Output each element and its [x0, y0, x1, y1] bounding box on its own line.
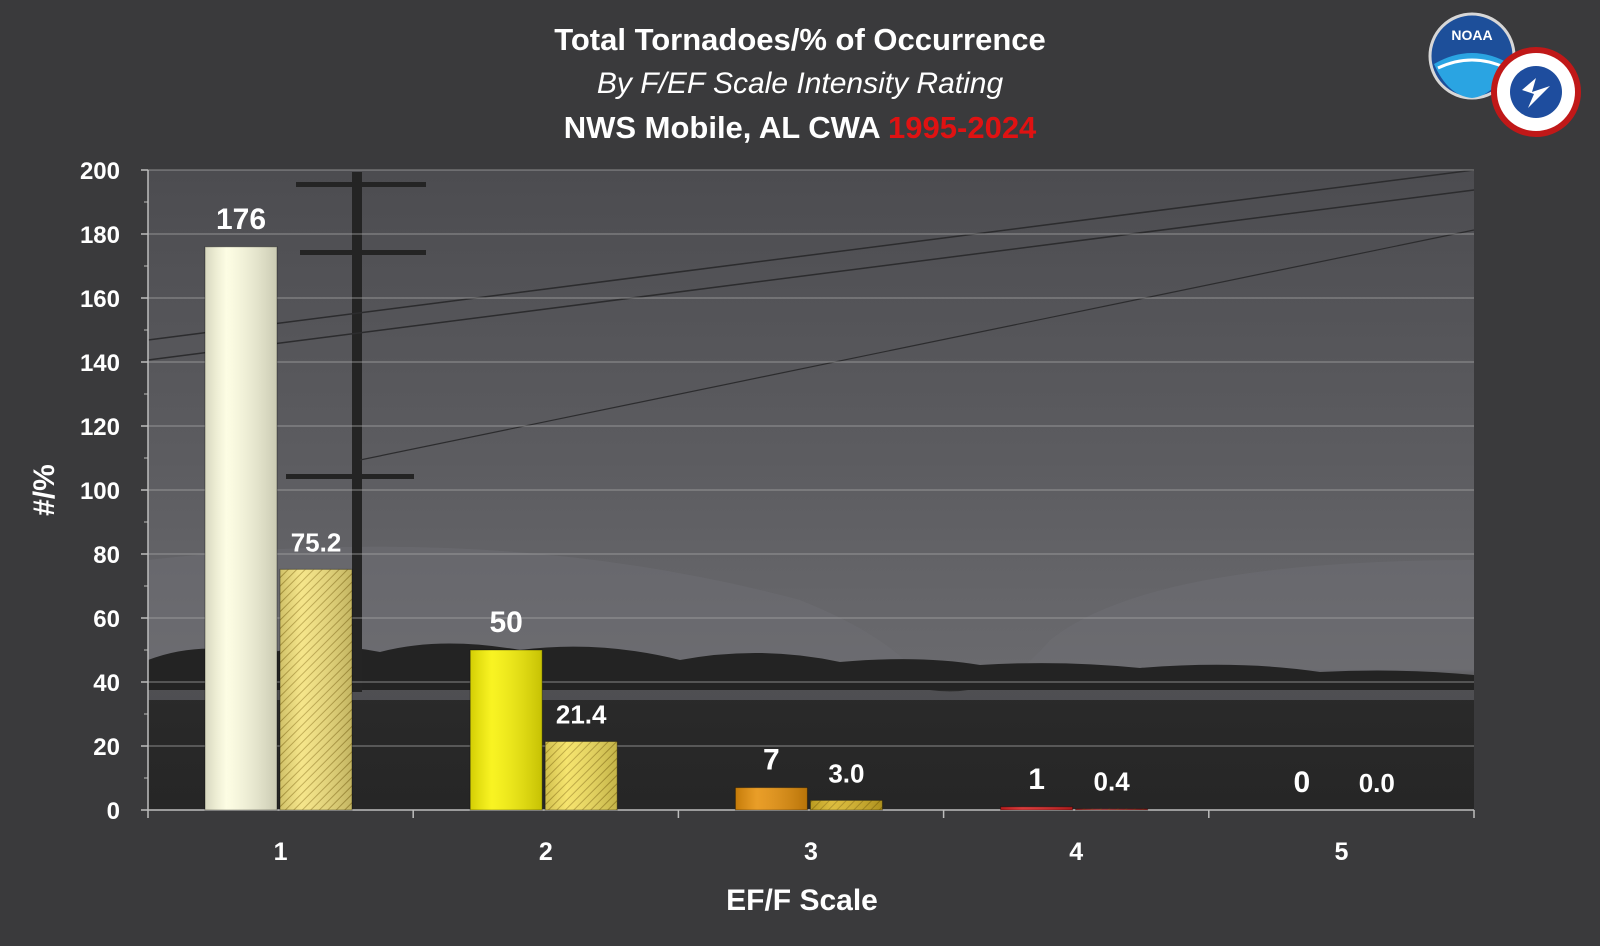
- bar-shading: [205, 246, 277, 811]
- bar-shading: [1000, 806, 1073, 810]
- nws-icon: [1491, 47, 1581, 137]
- y-tick-label: 160: [80, 286, 120, 313]
- power-line: [147, 169, 1475, 341]
- data-label: 21.4: [556, 700, 607, 730]
- utility-pole: [352, 172, 362, 692]
- x-tick-label: 4: [1069, 838, 1083, 866]
- y-tick-label: 120: [80, 414, 120, 441]
- data-label: 0: [1293, 766, 1310, 799]
- data-label: 0.0: [1359, 768, 1395, 798]
- data-label: 50: [490, 606, 523, 639]
- chart-title-block: Total Tornadoes/% of Occurrence By F/EF …: [0, 18, 1600, 150]
- bar-shading: [810, 800, 883, 810]
- y-tick-label: 100: [80, 478, 120, 505]
- y-tick-label: 20: [93, 734, 120, 761]
- noaa-logo-text: NOAA: [1451, 27, 1492, 43]
- chart-subtitle: By F/EF Scale Intensity Rating: [596, 67, 1004, 100]
- y-tick-label: 80: [93, 542, 120, 569]
- period-years: 1995-2024: [888, 110, 1037, 145]
- y-tick-label: 180: [80, 222, 120, 249]
- chart-title: Total Tornadoes/% of Occurrence: [554, 22, 1046, 57]
- data-label: 1: [1028, 763, 1045, 796]
- x-axis-title: EF/F Scale: [726, 884, 878, 917]
- x-tick-label: 3: [804, 838, 818, 866]
- data-label: 0.4: [1094, 767, 1131, 797]
- bar-shading: [470, 650, 543, 810]
- y-axis-title: #/%: [28, 464, 61, 516]
- bar-shading: [1075, 808, 1148, 810]
- y-tick-label: 140: [80, 350, 120, 377]
- data-label: 7: [763, 744, 780, 777]
- y-tick-label: 200: [80, 158, 120, 185]
- power-line: [147, 189, 1475, 361]
- x-tick-label: 1: [274, 838, 288, 866]
- data-label: 3.0: [828, 758, 864, 788]
- power-line: [359, 229, 1475, 461]
- bar-shading: [280, 569, 352, 810]
- noaa-icon: NOAA: [1428, 12, 1516, 100]
- utility-pole-crossarm-mid: [300, 250, 426, 255]
- x-tick-label: 5: [1334, 838, 1348, 866]
- office-name: NWS Mobile, AL CWA: [563, 110, 889, 145]
- data-label: 176: [216, 203, 266, 236]
- utility-pole-crossarm-top: [296, 182, 426, 187]
- chart-office-line: NWS Mobile, AL CWA 1995-2024: [0, 106, 1600, 150]
- y-tick-label: 60: [93, 606, 120, 633]
- noaa-nws-logo: NOAA: [1428, 12, 1581, 137]
- y-tick-label: 0: [107, 798, 120, 825]
- x-tick-label: 2: [539, 838, 553, 866]
- utility-pole-crossarm-low: [286, 474, 414, 479]
- bar-shading: [545, 741, 618, 810]
- y-tick-label: 40: [93, 670, 120, 697]
- data-label: 75.2: [291, 527, 342, 557]
- bar-shading: [735, 787, 808, 810]
